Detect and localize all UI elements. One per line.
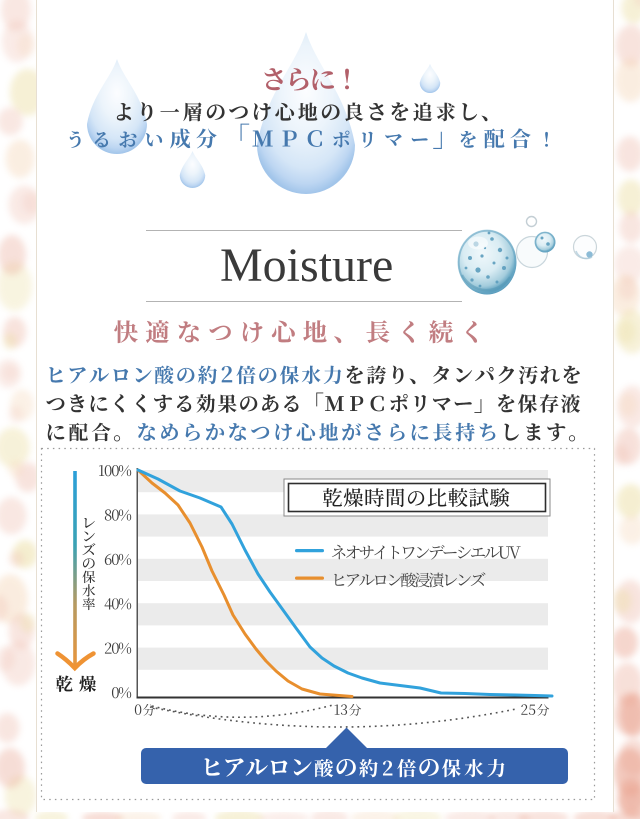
svg-text:Moisture: Moisture — [220, 239, 393, 292]
